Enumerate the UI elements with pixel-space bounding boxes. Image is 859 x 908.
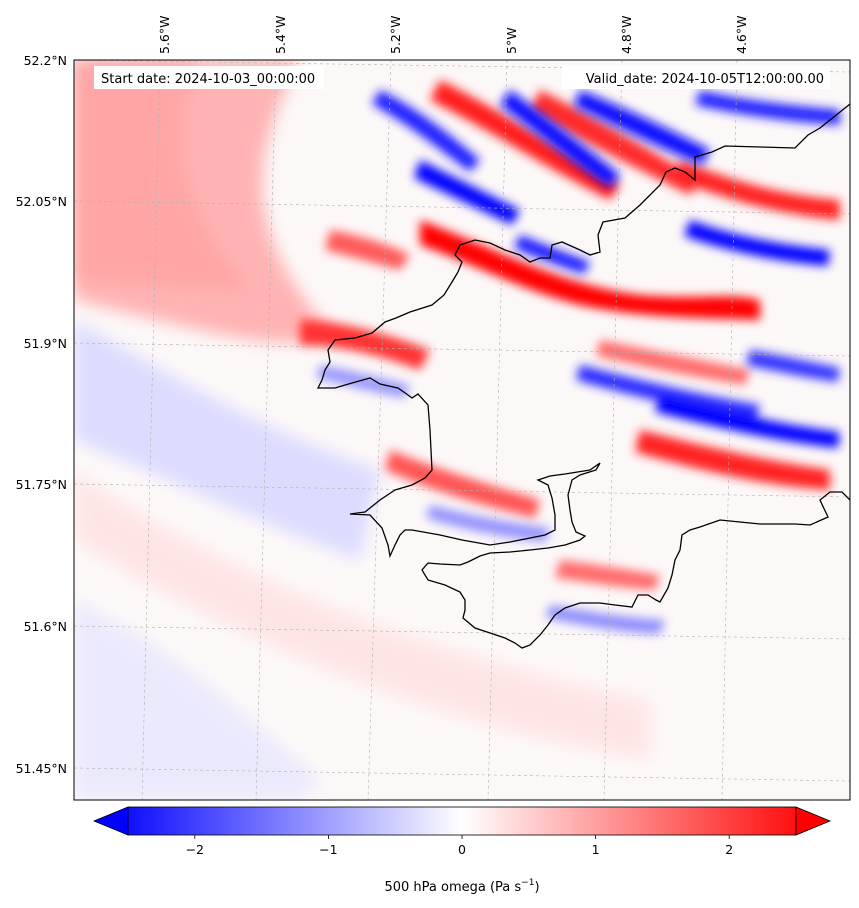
lat-tick-label: 51.45°N xyxy=(16,761,67,776)
colorbar: −2 −1 0 1 2 500 hPa omega (Pa s−1) xyxy=(92,806,832,895)
longitude-tick-labels: 5.6°W 5.4°W 5.2°W 5°W 4.8°W 4.6°W xyxy=(157,16,749,55)
lon-tick-label: 5°W xyxy=(504,27,519,54)
lon-tick-label: 5.4°W xyxy=(273,16,288,55)
colorbar-tick-label: −2 xyxy=(186,842,204,857)
lat-tick-label: 52.2°N xyxy=(24,53,67,68)
colorbar-tick-label: 0 xyxy=(458,842,466,857)
start-date-box xyxy=(94,66,324,89)
lon-tick-label: 4.8°W xyxy=(619,16,634,55)
colorbar-extend-low xyxy=(92,806,129,836)
colorbar-extend-high xyxy=(795,806,832,836)
coastline xyxy=(316,103,850,649)
colorbar-tick-label: 1 xyxy=(592,842,600,857)
latitude-tick-labels: 52.2°N 52.05°N 51.9°N 51.75°N 51.6°N 51.… xyxy=(16,53,67,776)
omega-field xyxy=(74,60,850,800)
lat-tick-label: 51.9°N xyxy=(24,336,67,351)
colorbar-label-close: ) xyxy=(534,880,539,895)
lat-tick-label: 51.75°N xyxy=(16,477,67,492)
colorbar-label: 500 hPa omega (Pa s−1) xyxy=(384,878,539,895)
colorbar-ticks: −2 −1 0 1 2 xyxy=(186,835,733,857)
lon-tick-label: 4.6°W xyxy=(734,16,749,55)
colorbar-tick-label: −1 xyxy=(319,842,337,857)
colorbar-label-exponent: −1 xyxy=(521,878,534,888)
start-date-label: Start date: 2024-10-03_00:00:00 xyxy=(101,72,315,87)
lon-tick-label: 5.2°W xyxy=(388,16,403,55)
lon-tick-label: 5.6°W xyxy=(157,16,172,55)
lat-tick-label: 51.6°N xyxy=(24,619,67,634)
lat-tick-label: 52.05°N xyxy=(16,194,67,209)
colorbar-tick-label: 2 xyxy=(725,842,733,857)
map-frame xyxy=(73,59,851,801)
colorbar-label-main: 500 hPa omega (Pa s xyxy=(384,880,521,895)
valid-date-label: Valid_date: 2024-10-05T12:00:00.00 xyxy=(586,72,824,87)
valid-date-box xyxy=(562,66,830,89)
colorbar-gradient xyxy=(127,806,797,836)
